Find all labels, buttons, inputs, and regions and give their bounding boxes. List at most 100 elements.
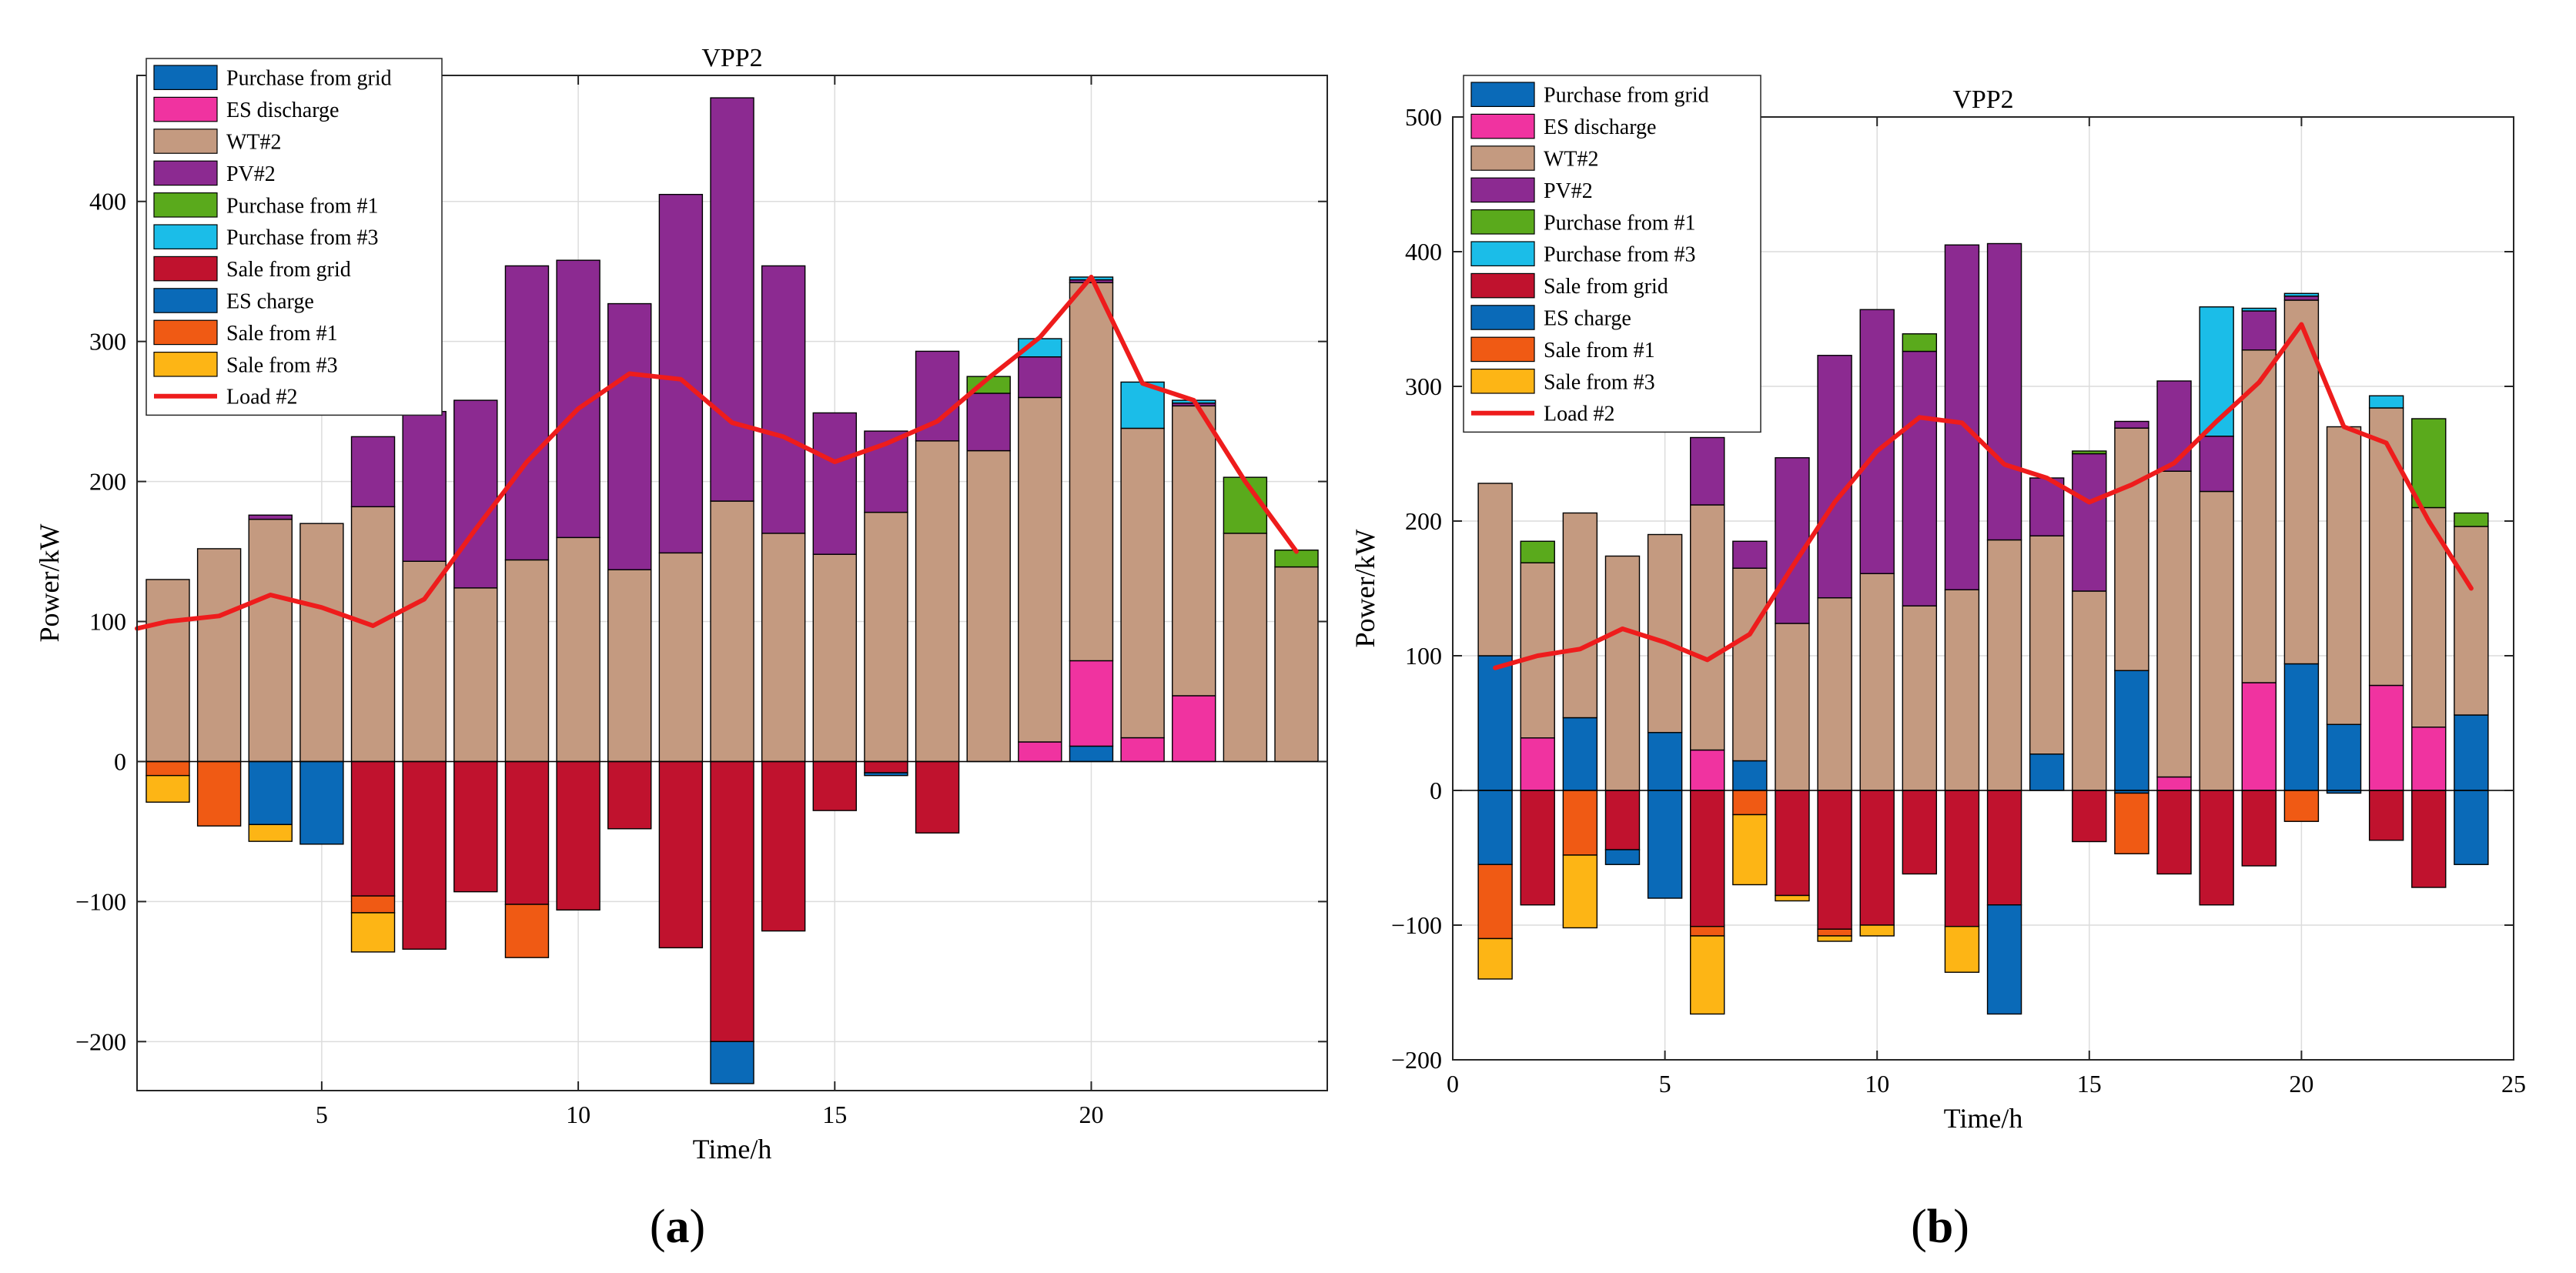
legend-swatch bbox=[153, 256, 218, 282]
axes-box bbox=[136, 75, 1328, 1091]
load-line bbox=[135, 275, 1299, 631]
legend-swatch bbox=[1470, 145, 1535, 171]
legend-item: ES charge bbox=[153, 288, 314, 314]
legend: Purchase from grid ES discharge WT#2 PV#2 Pu… bbox=[146, 58, 443, 416]
legend-item: Load #2 bbox=[1471, 403, 1615, 426]
x-tick-label: 0 bbox=[1447, 1070, 1459, 1098]
bar-segment bbox=[1520, 737, 1555, 791]
x-tick-label: 15 bbox=[822, 1101, 847, 1128]
legend-label: WT#2 bbox=[1544, 148, 1599, 172]
legend-item: ES charge bbox=[1470, 305, 1631, 331]
bar-segment bbox=[1069, 660, 1114, 747]
bar-segment bbox=[1477, 864, 1513, 940]
legend: Purchase from grid ES discharge WT#2 PV#2 Pu… bbox=[1463, 75, 1761, 433]
bar-segment bbox=[2283, 663, 2320, 791]
bar-segment bbox=[1690, 790, 1725, 927]
bar-segment bbox=[658, 193, 704, 554]
bar-segment bbox=[761, 265, 806, 534]
y-tick-label: 400 bbox=[89, 188, 126, 216]
legend-swatch bbox=[1470, 177, 1535, 203]
bar-segment bbox=[1732, 567, 1768, 762]
bar-segment bbox=[1690, 436, 1725, 506]
bar-segment bbox=[2199, 436, 2234, 493]
ticks: 5 10 15 20 −200 −100 0 100 200 300 400 bbox=[75, 75, 1327, 1128]
legend-label: WT#2 bbox=[226, 131, 282, 155]
bar-segment bbox=[2072, 453, 2107, 592]
bar-segment bbox=[1986, 790, 2022, 906]
bar-segment bbox=[864, 511, 908, 763]
legend-label: ES charge bbox=[226, 290, 314, 314]
bar-segment bbox=[710, 760, 754, 1043]
legend-label: Sale from #3 bbox=[226, 353, 338, 377]
bar-segment bbox=[402, 560, 447, 763]
bar-segment bbox=[607, 760, 652, 830]
bar-segment bbox=[1069, 282, 1114, 662]
y-tick-label: −200 bbox=[1391, 1046, 1442, 1074]
bar-segment bbox=[1986, 539, 2022, 791]
bar-segment bbox=[504, 760, 550, 905]
bar-segment bbox=[864, 760, 908, 773]
bar-segment bbox=[1817, 597, 1852, 791]
legend-label: Purchase from #3 bbox=[1544, 243, 1696, 267]
bar-segment bbox=[2326, 723, 2362, 791]
bar-segment bbox=[146, 579, 190, 763]
y-tick-label: 100 bbox=[89, 608, 126, 636]
bar-segment bbox=[2283, 292, 2320, 297]
bar-segment bbox=[812, 412, 857, 555]
bar-segment bbox=[761, 533, 806, 763]
legend-item: WT#2 bbox=[153, 129, 282, 155]
bar-segment bbox=[1223, 533, 1268, 763]
bar-segment bbox=[402, 760, 447, 950]
bar-segment bbox=[1477, 790, 1513, 865]
bar-segment bbox=[2156, 470, 2192, 778]
bars bbox=[146, 97, 1319, 1084]
legend-swatch bbox=[153, 96, 218, 122]
bar-segment bbox=[2368, 684, 2404, 791]
legend-swatch bbox=[1470, 272, 1535, 299]
bar-segment bbox=[1775, 894, 1810, 902]
bar-segment bbox=[1172, 405, 1216, 697]
bar-segment bbox=[196, 548, 242, 763]
bar-segment bbox=[2114, 427, 2149, 671]
legend-label: PV#2 bbox=[1544, 179, 1593, 203]
legend-label: Load #2 bbox=[1544, 403, 1615, 426]
bar-segment bbox=[1732, 814, 1768, 886]
bar-segment bbox=[2241, 310, 2277, 351]
bar-segment bbox=[1944, 244, 1980, 590]
bar-segment bbox=[1944, 790, 1980, 927]
bar-segment bbox=[350, 912, 396, 953]
bar-segment bbox=[1902, 605, 1938, 791]
bar-segment bbox=[1562, 854, 1598, 929]
y-tick-label: 300 bbox=[89, 328, 126, 356]
legend-label: Sale from grid bbox=[1544, 275, 1668, 299]
bar-segment bbox=[1732, 760, 1768, 791]
bar-segment bbox=[1944, 589, 1980, 791]
y-tick-label: 100 bbox=[1405, 642, 1442, 670]
y-axis-label: Power/kW bbox=[1350, 529, 1380, 647]
bar-segment bbox=[2368, 407, 2404, 687]
legend-swatch bbox=[153, 129, 218, 154]
bar-segment bbox=[2029, 535, 2065, 755]
bar-segment bbox=[1775, 623, 1810, 791]
bar-segment bbox=[1120, 427, 1165, 739]
bar-segment bbox=[2241, 790, 2277, 867]
bar-segment bbox=[2241, 307, 2277, 312]
bar-segment bbox=[556, 536, 601, 763]
legend-item: WT#2 bbox=[1470, 145, 1599, 172]
x-tick-label: 5 bbox=[316, 1101, 328, 1128]
bar-segment bbox=[1859, 573, 1895, 791]
bar-segment bbox=[248, 514, 293, 520]
legend-item: Sale from #3 bbox=[1470, 369, 1655, 394]
bar-segment bbox=[1520, 540, 1555, 563]
y-tick-label: 200 bbox=[1405, 507, 1442, 535]
bar-segment bbox=[1817, 355, 1852, 599]
legend-label: Sale from #1 bbox=[226, 322, 338, 346]
legend-swatch bbox=[153, 65, 218, 90]
legend-item: PV#2 bbox=[153, 160, 276, 186]
bar-segment bbox=[350, 895, 396, 914]
legend-item: Sale from grid bbox=[1470, 272, 1668, 299]
legend-swatch bbox=[153, 319, 218, 346]
bar-segment bbox=[504, 559, 550, 763]
legend-label: Sale from grid bbox=[226, 258, 351, 282]
bar-segment bbox=[607, 302, 652, 570]
